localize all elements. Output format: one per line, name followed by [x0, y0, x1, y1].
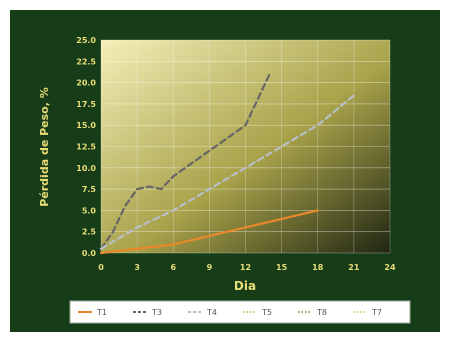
series-line-t3: [99, 72, 271, 250]
legend-label-t3: T3: [151, 308, 162, 317]
y-tick-label: 25.0: [76, 36, 96, 45]
y-tick-label: 7.5: [82, 185, 97, 194]
legend: T1 T3 T4 T5 T8 T7: [78, 308, 382, 317]
x-tick-label: 6: [170, 263, 176, 272]
x-tick-label: 21: [348, 263, 360, 272]
y-tick-label: 5.0: [82, 206, 97, 215]
legend-label-t4: T4: [206, 308, 217, 317]
legend-label-t7: T7: [371, 308, 382, 317]
legend-label-t1: T1: [96, 308, 107, 317]
legend-label-t8: T8: [316, 308, 327, 317]
legend-label-t5: T5: [261, 308, 272, 317]
y-axis-label: Pérdida de Peso, %: [38, 87, 51, 207]
x-axis-label: Dia: [234, 279, 256, 293]
x-tick-label: 12: [240, 263, 251, 272]
y-tick-label: 0.0: [82, 249, 97, 258]
y-tick-label: 12.5: [76, 143, 96, 152]
x-tick-label: 15: [276, 263, 288, 272]
y-tick-label: 10.0: [76, 164, 96, 173]
y-tick-label: 17.5: [76, 100, 96, 109]
x-tick-label: 3: [134, 263, 140, 272]
y-tick-label: 15.0: [76, 121, 96, 130]
y-tick-label: 2.5: [82, 228, 97, 237]
y-tick-labels: 0.0 2.5 5.0 7.5 10.0 12.5 15.0 17.5 20.0 22.5 25.0: [76, 36, 96, 258]
x-tick-label: 18: [312, 263, 324, 272]
legend-box: [69, 300, 411, 324]
x-tick-labels: 0 3 6 9 12 15 18 21 24: [98, 263, 396, 272]
y-tick-label: 20.0: [76, 79, 96, 88]
x-tick-label: 9: [207, 263, 213, 272]
series-layer: [99, 72, 355, 255]
series-line-t1: [99, 209, 319, 255]
y-tick-label: 22.5: [76, 57, 96, 66]
x-tick-label: 0: [98, 263, 104, 272]
series-line-t4: [99, 94, 355, 250]
x-tick-label: 24: [384, 263, 396, 272]
